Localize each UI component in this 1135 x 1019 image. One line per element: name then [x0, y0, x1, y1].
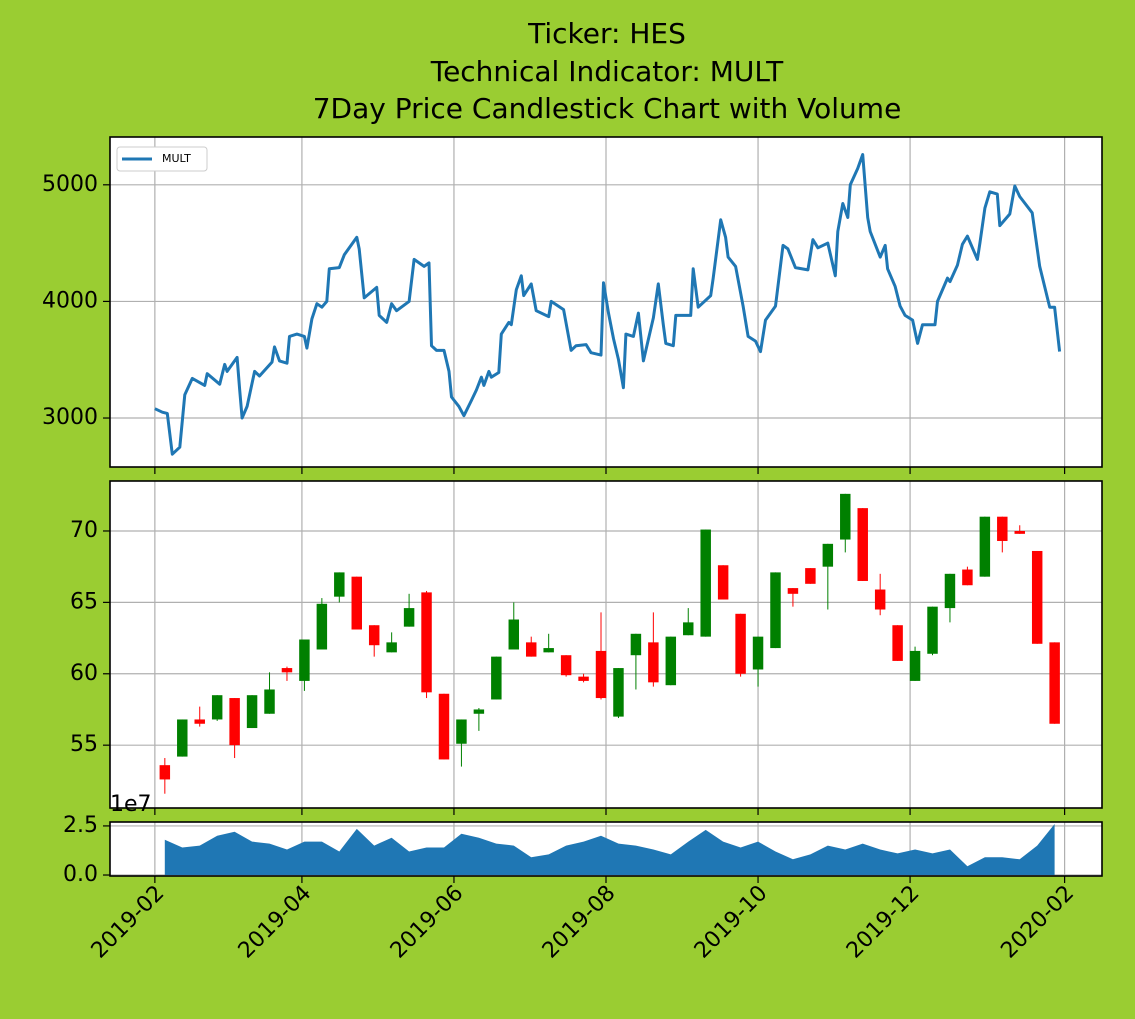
candle-body	[717, 565, 729, 600]
candle-body	[997, 516, 1008, 541]
plot-frame	[109, 480, 1103, 809]
candle-body	[892, 625, 903, 661]
candle-body	[944, 573, 956, 609]
candle-body	[368, 625, 380, 646]
y-tick-label: 65	[70, 589, 98, 614]
candle-body	[264, 689, 275, 714]
candle-body	[473, 709, 485, 714]
candle-body	[211, 695, 223, 720]
candle-body	[159, 765, 171, 780]
candle-body	[909, 650, 921, 681]
candle-body	[491, 656, 502, 700]
candle-body	[805, 568, 816, 584]
candle-body	[979, 516, 991, 577]
chart-title: Ticker: HES	[527, 17, 686, 50]
candle-body	[194, 719, 205, 724]
line-series	[154, 153, 1062, 456]
candle-body	[665, 636, 677, 686]
candle-body	[1014, 530, 1025, 534]
y-tick-label: 3000	[42, 405, 98, 430]
candle-body	[316, 603, 328, 650]
candle-body	[281, 668, 293, 673]
legend-label: MULT	[162, 152, 191, 165]
chart-subtitle: 7Day Price Candlestick Chart with Volume	[313, 92, 902, 125]
candle-body	[874, 589, 886, 610]
candle-body	[613, 668, 624, 717]
chart-subtitle: Technical Indicator: MULT	[430, 55, 784, 88]
candle-body	[770, 572, 781, 649]
candle-body	[822, 543, 834, 567]
y-tick-label: 55	[70, 732, 98, 757]
candle-body	[560, 655, 572, 676]
candle-body	[508, 619, 520, 650]
candle-body	[403, 608, 415, 627]
candle-body	[630, 633, 642, 656]
candle-body	[456, 719, 467, 744]
candle-body	[1031, 550, 1043, 644]
candle-body	[525, 642, 537, 657]
candle-body	[543, 648, 554, 653]
legend-box	[116, 146, 208, 172]
candle-body	[229, 698, 240, 746]
plot-frame	[109, 821, 1103, 877]
plot-frame	[109, 136, 1103, 468]
candle-body	[438, 693, 450, 760]
y-tick-label: 70	[70, 518, 98, 543]
candle-body	[246, 695, 258, 729]
candle-body	[177, 719, 188, 757]
y-tick-label: 5000	[42, 172, 98, 197]
y-tick-label: 2.5	[63, 813, 98, 838]
legend: MULT	[116, 146, 208, 172]
candle-body	[386, 642, 397, 653]
candle-body	[578, 676, 589, 681]
candle-body	[595, 650, 607, 699]
candle-body	[962, 569, 973, 586]
candle-body	[1049, 642, 1060, 724]
area-series	[164, 824, 1055, 876]
axis-offset-label: 1e7	[110, 792, 152, 817]
y-tick-label: 4000	[42, 288, 98, 313]
candle-body	[857, 508, 868, 581]
candle-body	[648, 642, 659, 683]
candle-body	[752, 636, 764, 670]
candle-body	[421, 592, 432, 693]
candle-body	[299, 639, 310, 681]
candle-body	[787, 588, 799, 594]
candle-body	[700, 529, 711, 637]
candle-body	[683, 622, 694, 636]
candle-body	[927, 606, 938, 654]
candle-body	[840, 493, 851, 540]
candle-body	[334, 572, 345, 597]
y-tick-label: 0.0	[63, 862, 98, 887]
candle-body	[351, 576, 362, 630]
y-tick-label: 60	[70, 661, 98, 686]
candle-body	[735, 613, 746, 674]
